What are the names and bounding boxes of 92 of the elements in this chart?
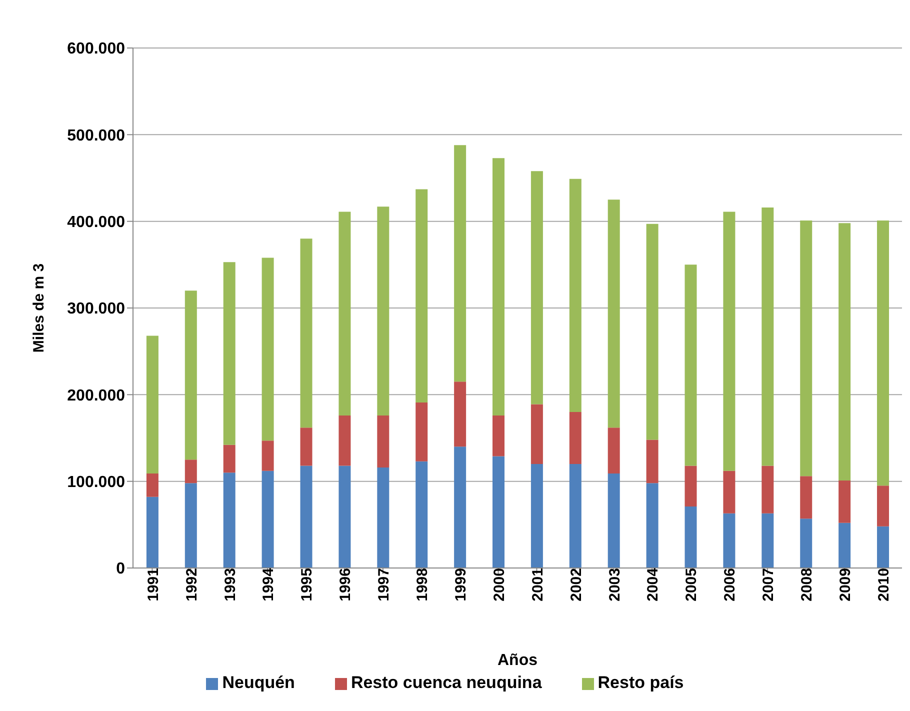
bar <box>338 212 351 416</box>
x-tick-label: 1997 <box>376 568 393 602</box>
bar <box>300 466 312 568</box>
y-tick-label: 400.000 <box>67 214 126 232</box>
x-tick-label: 2000 <box>490 568 508 602</box>
x-tick-label: 1996 <box>337 568 354 602</box>
x-tick-label: 1992 <box>183 568 200 602</box>
bar <box>146 474 158 497</box>
bar <box>762 466 774 514</box>
bar <box>416 402 428 462</box>
bar <box>146 336 158 474</box>
bar <box>569 412 582 464</box>
bar <box>877 220 890 486</box>
x-tick-label: 2006 <box>722 568 739 602</box>
x-tick-label: 1994 <box>260 567 278 602</box>
bar <box>262 470 274 568</box>
y-tick-label: 300.000 <box>67 300 126 318</box>
bar <box>223 444 236 473</box>
y-axis-title: Miles de m 3 <box>30 263 48 353</box>
bar <box>184 483 197 568</box>
bar <box>684 466 697 506</box>
bar <box>646 483 658 568</box>
x-tick-label: 1995 <box>298 568 316 602</box>
bar <box>877 526 890 568</box>
x-tick-label: 2002 <box>568 568 585 602</box>
x-axis-title: Años <box>498 652 538 669</box>
legend-label: Resto país <box>598 673 684 692</box>
x-tick-label: 1999 <box>452 568 470 602</box>
y-tick-label: 200.000 <box>67 387 126 404</box>
bar <box>800 518 812 568</box>
bar <box>838 480 851 523</box>
bar <box>146 496 158 568</box>
bar <box>608 200 620 428</box>
x-tick-label: 1991 <box>144 568 162 602</box>
bar <box>530 404 543 464</box>
x-tick-label: 2005 <box>683 568 700 602</box>
bar <box>530 171 543 404</box>
bar <box>300 428 312 466</box>
bar <box>184 290 197 460</box>
bar <box>800 476 812 519</box>
x-tick-label: 2009 <box>836 568 854 602</box>
bar <box>262 258 274 441</box>
x-tick-label: 2001 <box>529 568 546 602</box>
bar <box>877 486 890 526</box>
bar <box>184 460 197 484</box>
bar <box>338 466 351 568</box>
bar <box>838 223 851 480</box>
bar <box>492 456 505 568</box>
bar <box>454 446 466 568</box>
bar <box>684 506 697 568</box>
bar <box>762 207 774 466</box>
x-tick-label: 2007 <box>760 568 778 602</box>
x-tick-label: 1998 <box>414 568 432 602</box>
legend-label: Neuquén <box>222 673 295 692</box>
bar <box>454 382 466 447</box>
bar <box>377 206 390 416</box>
bar <box>608 428 620 474</box>
bar <box>492 415 505 456</box>
bar <box>300 238 312 428</box>
x-tick-label: 2004 <box>644 567 662 602</box>
y-tick-label: 600.000 <box>67 40 126 58</box>
bar <box>416 461 428 568</box>
x-tick-label: 1993 <box>222 568 239 602</box>
bar <box>608 474 620 568</box>
x-tick-label: 2010 <box>875 568 892 602</box>
bar <box>223 262 236 445</box>
bar <box>838 522 851 568</box>
bar <box>569 464 582 568</box>
bar <box>416 189 428 402</box>
bar <box>377 415 390 468</box>
legend-label: Resto cuenca neuquina <box>350 673 542 692</box>
x-tick-label: 2003 <box>606 568 624 602</box>
y-tick-label: 100.000 <box>67 474 126 492</box>
bar <box>338 415 351 466</box>
y-tick-label: 500.000 <box>67 127 126 144</box>
bar <box>723 212 736 471</box>
bar <box>454 145 466 382</box>
bar <box>377 467 390 568</box>
bar <box>723 513 736 568</box>
bar <box>223 472 236 568</box>
bar <box>262 440 274 471</box>
bar <box>492 158 505 416</box>
bar <box>684 264 697 466</box>
bar <box>646 440 658 484</box>
y-tick-label: 0 <box>116 560 126 578</box>
bar <box>800 220 812 476</box>
bar <box>762 513 774 568</box>
bar <box>569 178 582 412</box>
x-tick-label: 2008 <box>798 568 816 602</box>
bar <box>646 224 658 440</box>
bar <box>530 464 543 568</box>
bar <box>723 470 736 514</box>
